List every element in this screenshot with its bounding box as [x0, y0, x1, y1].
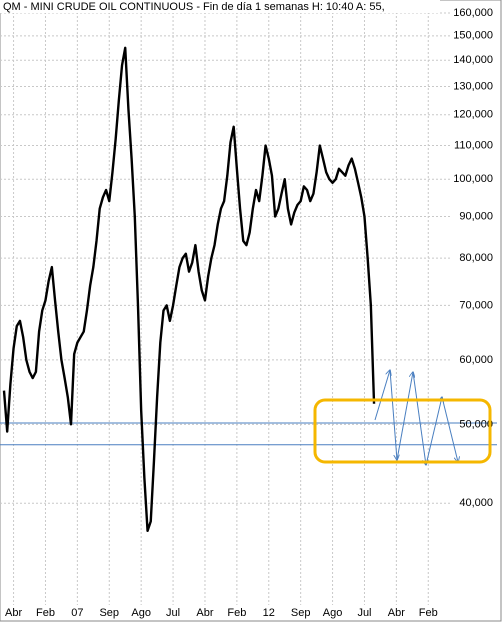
x-tick-label: Jul — [166, 607, 180, 619]
arrow — [374, 370, 390, 421]
x-tick-label: 07 — [71, 607, 83, 619]
x-tick-label: Abr — [5, 607, 22, 619]
x-tick-label: Abr — [196, 607, 213, 619]
x-tick-label: Sep — [291, 607, 311, 619]
y-tick-label: 130,000 — [453, 80, 493, 92]
projection — [374, 369, 458, 466]
y-tick-label: 60,000 — [459, 354, 493, 366]
x-tick-label: Ago — [323, 607, 343, 619]
y-tick-label: 160,000 — [453, 7, 493, 19]
y-tick-label: 70,000 — [459, 299, 493, 311]
lines — [0, 46, 497, 533]
y-tick-label: 150,000 — [453, 30, 493, 42]
y-tick-label: 50,000 — [459, 418, 493, 430]
arrow — [412, 371, 426, 465]
x-tick-label: Jul — [357, 607, 371, 619]
x-tick-label: 12 — [263, 607, 275, 619]
title-bg — [0, 0, 440, 13]
x-tick-label: Feb — [227, 607, 246, 619]
arrow — [425, 397, 442, 466]
y-tick-label: 40,000 — [459, 497, 493, 509]
x-tick-label: Sep — [99, 607, 119, 619]
arrow — [396, 372, 413, 461]
x-tick-label: Abr — [388, 607, 405, 619]
x-tick-label: Ago — [131, 607, 151, 619]
x-tick-label: Feb — [36, 607, 55, 619]
y-tick-label: 110,000 — [454, 139, 493, 151]
grid — [0, 0, 452, 605]
y-tick-label: 140,000 — [453, 54, 493, 66]
y-tick-label: 120,000 — [453, 109, 493, 121]
highlight-box — [313, 398, 492, 464]
arrow — [389, 369, 397, 460]
x-tick-label: Feb — [419, 607, 438, 619]
y-tick-label: 90,000 — [459, 210, 493, 222]
arrow — [441, 396, 458, 462]
y-tick-label: 100,000 — [453, 173, 493, 185]
chart-title: QM - MINI CRUDE OIL CONTINUOUS - Fin de … — [3, 1, 385, 13]
price-line — [2, 46, 376, 533]
y-tick-label: 80,000 — [459, 252, 493, 264]
